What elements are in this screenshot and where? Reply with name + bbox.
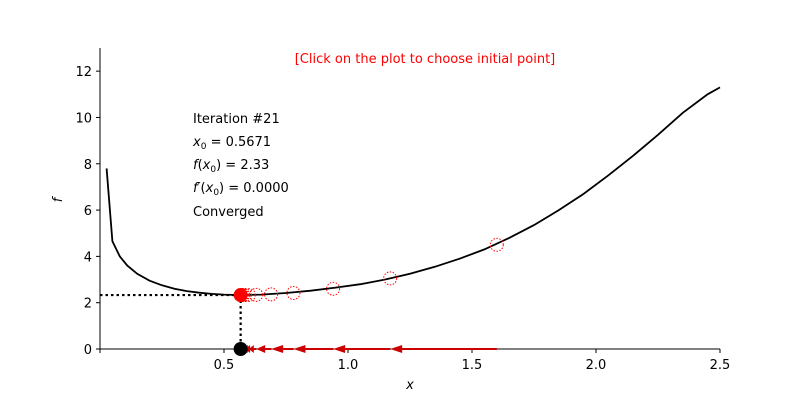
iteration-arrow-head <box>390 345 403 353</box>
iterate-marker <box>326 281 341 296</box>
iterate-markers <box>233 237 504 303</box>
y-tick-label: 6 <box>84 204 92 219</box>
x-tick-label: 1.5 <box>462 358 483 373</box>
iteration-arrow-head <box>271 345 284 353</box>
root-marker <box>233 342 248 356</box>
iteration-arrow-head <box>293 345 306 353</box>
derivative-text: f′(x0) = 0.0000 <box>193 181 289 198</box>
current-point <box>233 288 248 356</box>
y-axis-label: f <box>51 195 66 202</box>
function-curve <box>105 86 721 297</box>
iterate-marker <box>286 285 301 300</box>
status-text: Converged <box>193 205 264 220</box>
iterate-marker <box>489 237 504 252</box>
x-tick-label: 2.5 <box>710 358 731 373</box>
x-tick-label: 2.0 <box>586 358 607 373</box>
y-tick-label: 0 <box>84 343 92 358</box>
x-axis-label: x <box>405 378 414 393</box>
f-value-text: f(x0) = 2.33 <box>193 158 269 175</box>
iteration-arrow-head <box>248 345 254 353</box>
iteration-arrow-head <box>256 345 266 353</box>
iterate-marker <box>264 287 279 302</box>
current-point-marker <box>233 288 248 303</box>
y-ticks: 0 2 4 6 8 10 12 <box>75 65 100 358</box>
info-panel: Iteration #21 x0 = 0.5671 f(x0) = 2.33 f… <box>192 112 289 220</box>
y-tick-label: 2 <box>84 297 92 312</box>
iterate-marker <box>241 288 256 303</box>
x-ticks: 0.5 1.0 1.5 2.0 2.5 <box>99 349 731 373</box>
guide-lines <box>100 293 242 349</box>
iteration-arrows <box>240 345 497 353</box>
iterate-marker <box>238 288 253 303</box>
x-tick-label: 0.5 <box>214 358 235 373</box>
y-tick-label: 8 <box>84 158 92 173</box>
instruction-text: [Click on the plot to choose initial poi… <box>295 52 556 67</box>
y-tick-label: 10 <box>75 111 92 126</box>
y-tick-label: 12 <box>75 65 92 80</box>
iteration-arrow-head <box>333 345 346 353</box>
iterate-marker <box>383 271 398 286</box>
iteration-text: Iteration #21 <box>193 112 280 127</box>
y-tick-label: 4 <box>84 250 92 265</box>
iterate-marker <box>249 287 264 302</box>
x-tick-label: 1.0 <box>338 358 359 373</box>
x0-text: x0 = 0.5671 <box>192 135 271 152</box>
